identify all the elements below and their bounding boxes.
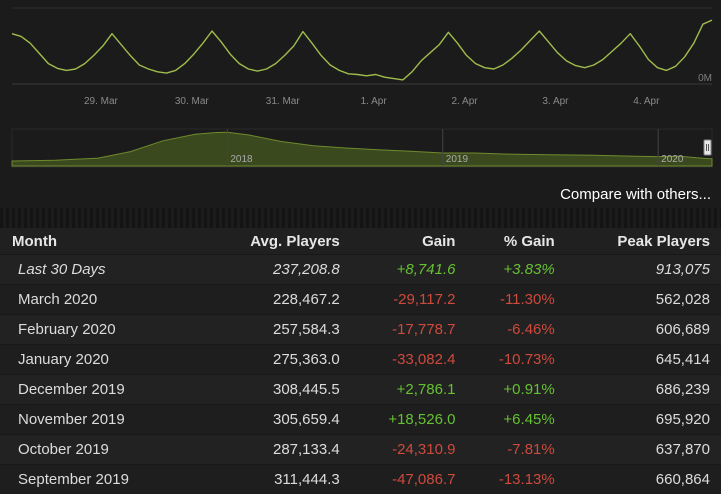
table-row: March 2020 228,467.2 -29,117.2 -11.30% 5… [0, 285, 721, 315]
peak-players-cell: 660,864 [561, 465, 721, 494]
gain-cell: +2,786.1 [346, 375, 462, 405]
navigator-year-label: 2020 [661, 154, 684, 165]
avg-players-cell: 228,467.2 [197, 285, 345, 315]
y-tick-label: 0M [698, 73, 712, 84]
section-divider [0, 208, 721, 228]
series-line [12, 20, 712, 80]
navigator-area [12, 132, 712, 166]
month-cell: March 2020 [0, 285, 197, 315]
navigator-year-label: 2018 [230, 154, 253, 165]
table-row: Last 30 Days 237,208.8 +8,741.6 +3.83% 9… [0, 255, 721, 285]
month-cell: September 2019 [0, 465, 197, 494]
x-tick-label: 3. Apr [542, 96, 569, 107]
avg-players-cell: 287,133.4 [197, 435, 345, 465]
peak-players-cell: 637,870 [561, 435, 721, 465]
column-header-percent-gain[interactable]: % Gain [461, 228, 560, 255]
month-cell: February 2020 [0, 315, 197, 345]
x-tick-label: 1. Apr [361, 96, 388, 107]
column-header-peak-players[interactable]: Peak Players [561, 228, 721, 255]
avg-players-cell: 237,208.8 [197, 255, 345, 285]
avg-players-cell: 275,363.0 [197, 345, 345, 375]
navigator-area-chart[interactable] [12, 132, 712, 166]
gain-cell: -47,086.7 [346, 465, 462, 494]
gain-cell: +8,741.6 [346, 255, 462, 285]
column-header-avg-players[interactable]: Avg. Players [197, 228, 345, 255]
x-tick-label: 30. Mar [175, 96, 210, 107]
percent-gain-cell: -6.46% [461, 315, 560, 345]
percent-gain-cell: -10.73% [461, 345, 560, 375]
percent-gain-cell: -7.81% [461, 435, 560, 465]
main-line-chart[interactable]: 29. Mar 30. Mar 31. Mar 1. Apr 2. Apr 3. Apr 4… [0, 0, 721, 208]
month-cell: October 2019 [0, 435, 197, 465]
table-row: September 2019 311,444.3 -47,086.7 -13.1… [0, 465, 721, 494]
table-row: January 2020 275,363.0 -33,082.4 -10.73%… [0, 345, 721, 375]
player-count-chart[interactable]: 29. Mar 30. Mar 31. Mar 1. Apr 2. Apr 3. Apr 4… [0, 0, 721, 208]
month-cell: December 2019 [0, 375, 197, 405]
table-header-row: Month Avg. Players Gain % Gain Peak Play… [0, 228, 721, 255]
table-row: February 2020 257,584.3 -17,778.7 -6.46%… [0, 315, 721, 345]
x-tick-label: 2. Apr [451, 96, 478, 107]
navigator-year-label: 2019 [446, 154, 469, 165]
gain-cell: -17,778.7 [346, 315, 462, 345]
month-cell: November 2019 [0, 405, 197, 435]
peak-players-cell: 562,028 [561, 285, 721, 315]
month-cell: January 2020 [0, 345, 197, 375]
column-header-gain[interactable]: Gain [346, 228, 462, 255]
percent-gain-cell: +3.83% [461, 255, 560, 285]
x-tick-label: 29. Mar [84, 96, 119, 107]
gain-cell: -29,117.2 [346, 285, 462, 315]
peak-players-cell: 645,414 [561, 345, 721, 375]
peak-players-cell: 695,920 [561, 405, 721, 435]
column-header-month[interactable]: Month [0, 228, 197, 255]
avg-players-cell: 305,659.4 [197, 405, 345, 435]
month-cell: Last 30 Days [0, 255, 197, 285]
gain-cell: -33,082.4 [346, 345, 462, 375]
peak-players-cell: 913,075 [561, 255, 721, 285]
avg-players-cell: 308,445.5 [197, 375, 345, 405]
table-row: October 2019 287,133.4 -24,310.9 -7.81% … [0, 435, 721, 465]
peak-players-cell: 606,689 [561, 315, 721, 345]
percent-gain-cell: -13.13% [461, 465, 560, 494]
x-tick-label: 31. Mar [266, 96, 301, 107]
compare-with-others-link[interactable]: Compare with others... [560, 186, 711, 203]
avg-players-cell: 311,444.3 [197, 465, 345, 494]
percent-gain-cell: -11.30% [461, 285, 560, 315]
percent-gain-cell: +0.91% [461, 375, 560, 405]
x-tick-label: 4. Apr [633, 96, 660, 107]
gain-cell: +18,526.0 [346, 405, 462, 435]
avg-players-cell: 257,584.3 [197, 315, 345, 345]
peak-players-cell: 686,239 [561, 375, 721, 405]
table-row: November 2019 305,659.4 +18,526.0 +6.45%… [0, 405, 721, 435]
gain-cell: -24,310.9 [346, 435, 462, 465]
monthly-stats-table: Month Avg. Players Gain % Gain Peak Play… [0, 228, 721, 494]
table-row: December 2019 308,445.5 +2,786.1 +0.91% … [0, 375, 721, 405]
x-tick-labels: 29. Mar 30. Mar 31. Mar 1. Apr 2. Apr 3. Apr 4… [84, 96, 660, 107]
percent-gain-cell: +6.45% [461, 405, 560, 435]
series-line-group [12, 20, 712, 80]
navigator-handle[interactable] [704, 140, 711, 155]
